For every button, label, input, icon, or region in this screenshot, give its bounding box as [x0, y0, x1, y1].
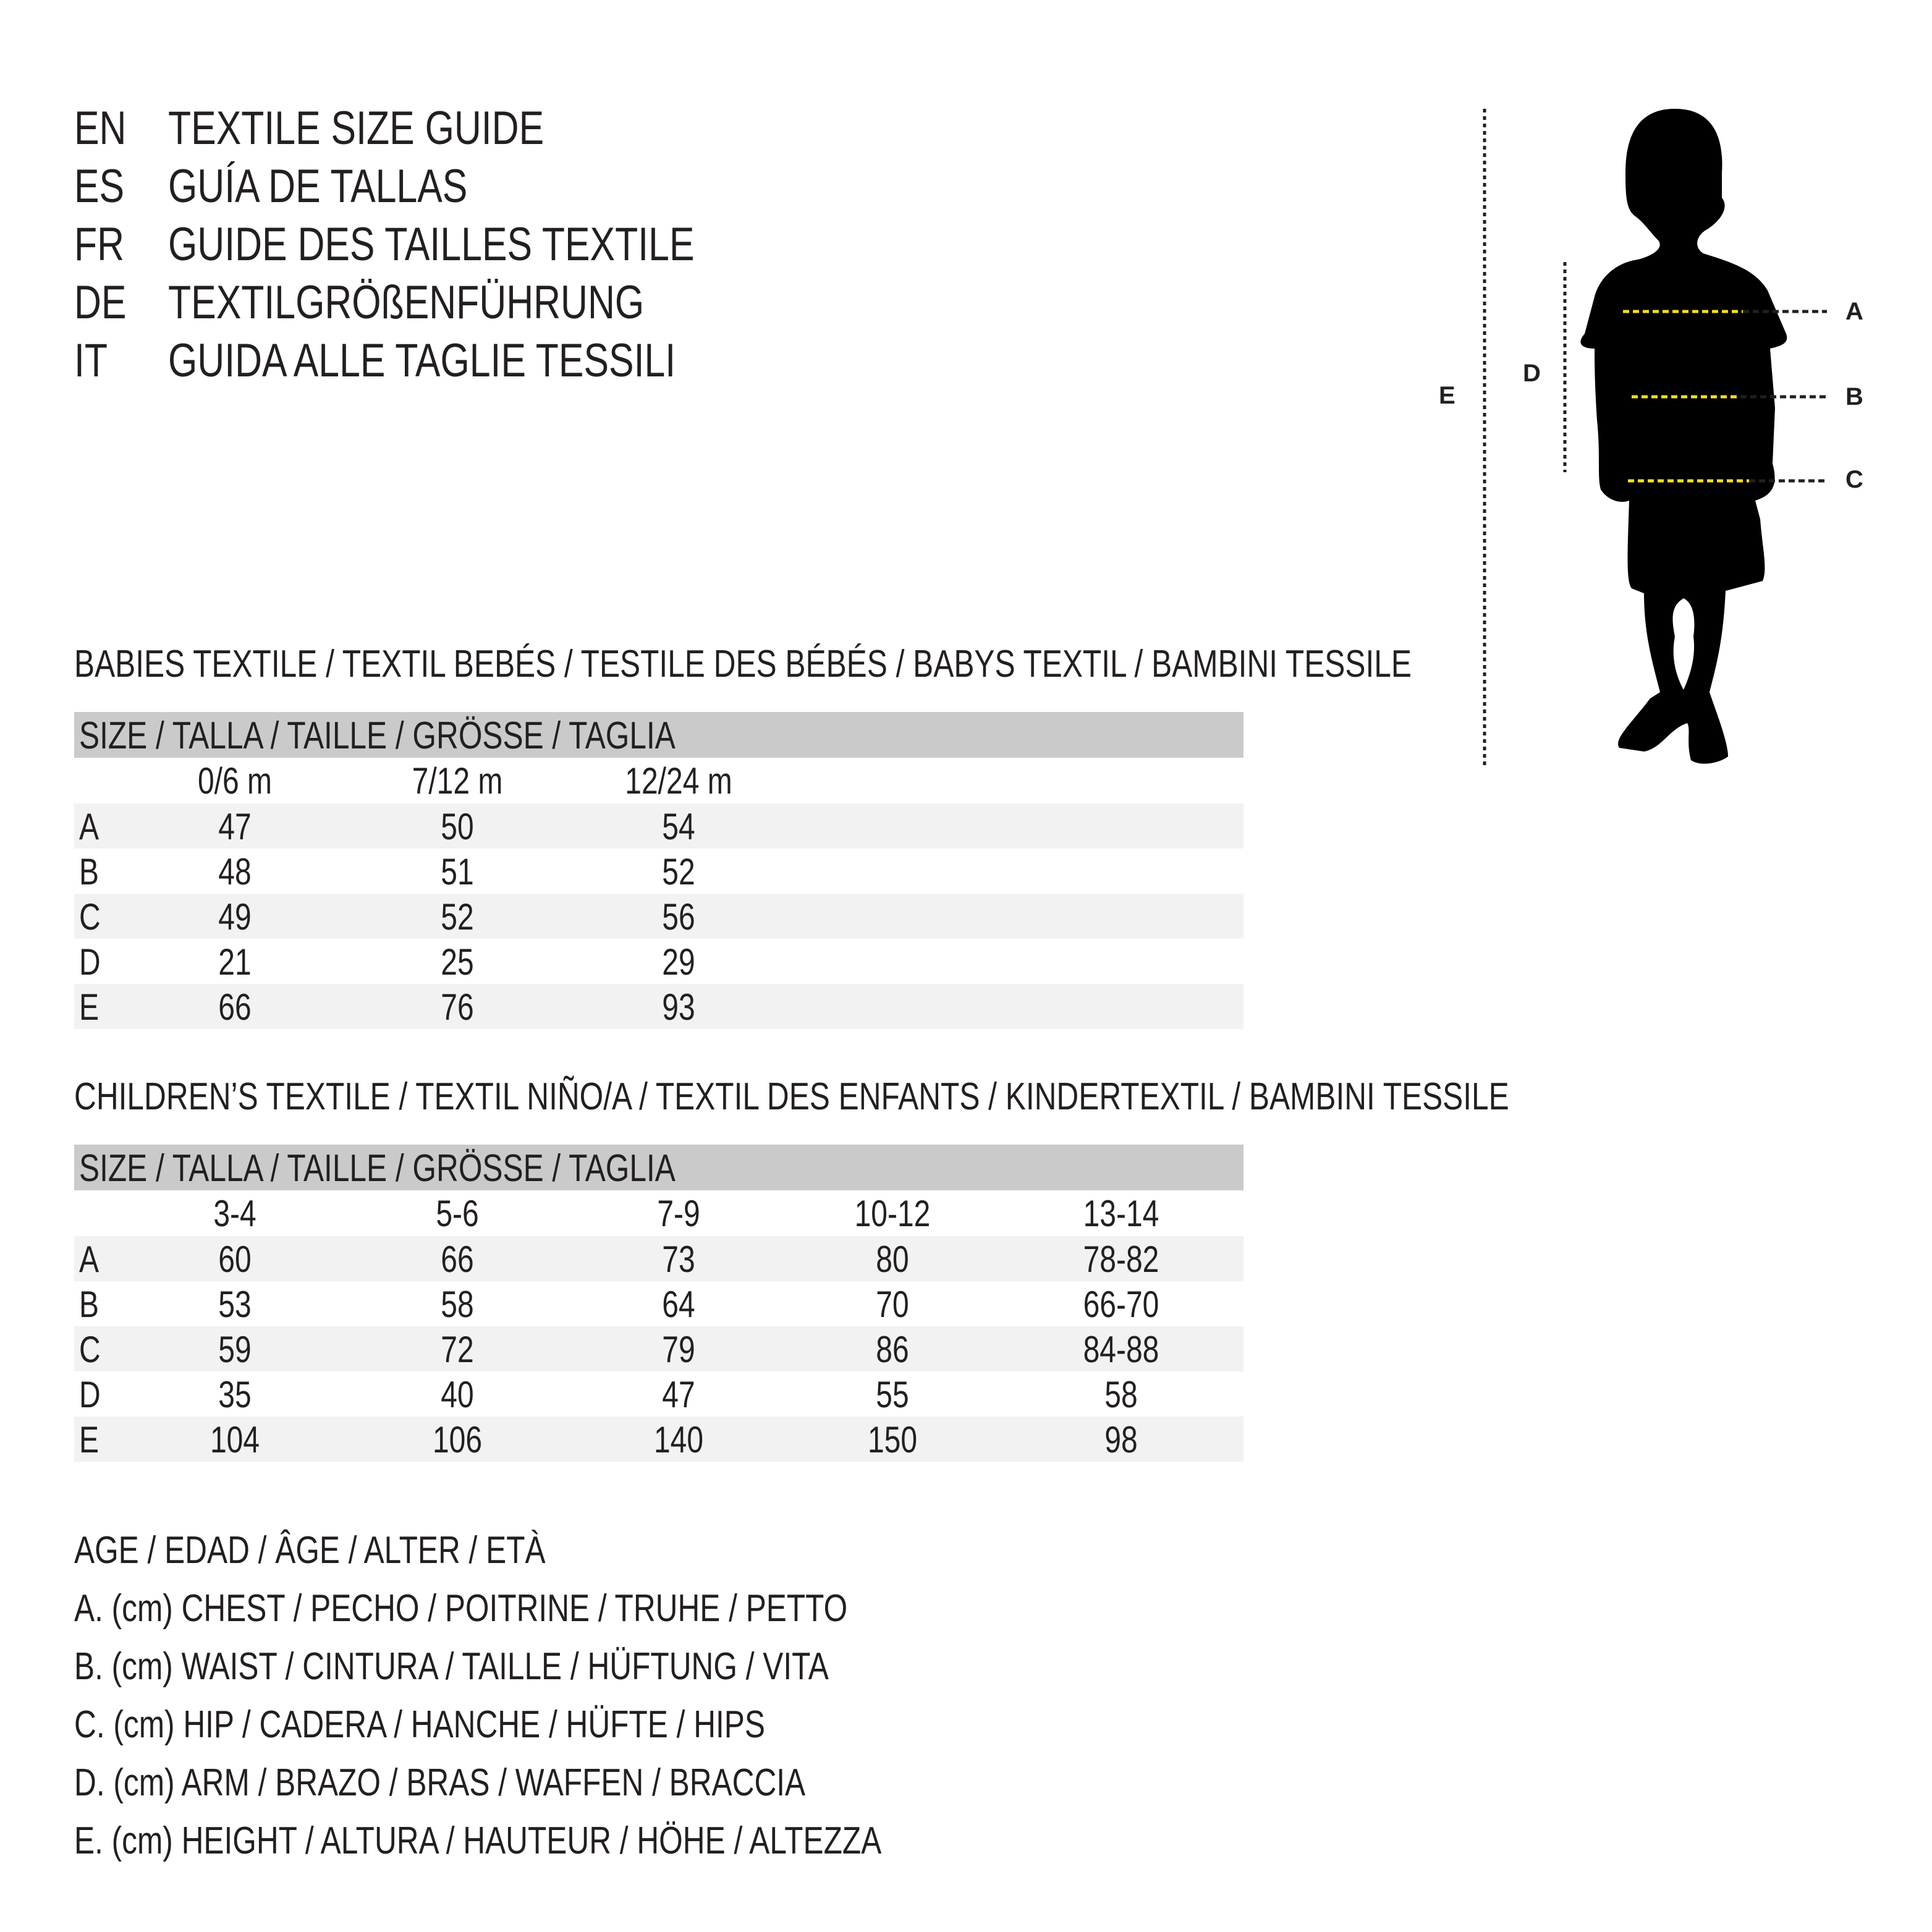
column-header: 5-6 — [436, 1193, 479, 1234]
row-label: A — [79, 806, 100, 847]
table-cell: 29 — [662, 941, 695, 983]
table-cell: 25 — [441, 941, 474, 983]
table-cell: 76 — [441, 986, 474, 1028]
label-c: C — [1845, 466, 1863, 493]
row-label: D — [79, 1374, 101, 1415]
row-stripe — [74, 1326, 1244, 1371]
table-cell: 47 — [662, 1374, 695, 1415]
legend-line: C. (cm) HIP / CADERA / HANCHE / HÜFTE / … — [74, 1703, 765, 1746]
legend-line: AGE / EDAD / ÂGE / ALTER / ETÀ — [74, 1529, 546, 1572]
table-cell: 140 — [653, 1419, 704, 1460]
table-cell: 56 — [662, 896, 695, 938]
table-cell: 66 — [218, 986, 252, 1028]
table-cell: 58 — [441, 1284, 474, 1325]
row-stripe — [74, 803, 1244, 849]
table-cell: 50 — [441, 806, 474, 847]
table-cell: 40 — [441, 1374, 474, 1415]
title-text: GUIDE DES TAILLES TEXTILE — [168, 218, 695, 271]
table-cell: 52 — [441, 896, 474, 938]
table-cell: 80 — [876, 1239, 909, 1280]
column-header: 7/12 m — [412, 760, 503, 802]
table-cell: 93 — [662, 986, 695, 1028]
title-text: GUIDA ALLE TAGLIE TESSILI — [168, 334, 676, 387]
table-cell: 70 — [876, 1284, 909, 1325]
table-cell: 150 — [867, 1419, 918, 1460]
table-cell: 54 — [662, 806, 695, 847]
table-cell: 73 — [662, 1239, 695, 1280]
label-a: A — [1845, 298, 1863, 325]
legend-line: A. (cm) CHEST / PECHO / POITRINE / TRUHE… — [74, 1587, 848, 1630]
column-header: 13-14 — [1083, 1193, 1159, 1234]
table-cell: 98 — [1104, 1419, 1138, 1460]
table-cell: 106 — [432, 1419, 483, 1460]
row-stripe — [74, 894, 1244, 939]
language-code: ES — [74, 160, 125, 213]
table-cell: 49 — [218, 896, 252, 938]
table-cell: 66 — [441, 1239, 474, 1280]
table-cell: 86 — [876, 1329, 909, 1370]
column-header: 7-9 — [657, 1193, 700, 1234]
title-text: TEXTILE SIZE GUIDE — [168, 102, 544, 155]
language-code: EN — [74, 102, 127, 155]
label-b: B — [1845, 383, 1863, 410]
table-cell: 84-88 — [1083, 1329, 1159, 1370]
column-header: 0/6 m — [197, 760, 273, 802]
title-text: TEXTILGRÖßENFÜHRUNG — [168, 276, 645, 329]
language-code: IT — [74, 334, 108, 387]
table-cell: 79 — [662, 1329, 695, 1370]
legend-line: B. (cm) WAIST / CINTURA / TAILLE / HÜFTU… — [74, 1645, 829, 1688]
label-e: E — [1439, 382, 1455, 409]
table-cell: 55 — [876, 1374, 909, 1415]
table-cell: 64 — [662, 1284, 695, 1325]
column-header: 12/24 m — [625, 760, 732, 802]
row-label: C — [79, 1329, 101, 1370]
table-cell: 47 — [218, 806, 252, 847]
size-label: SIZE / TALLA / TAILLE / GRÖSSE / TAGLIA — [79, 714, 676, 757]
row-stripe — [74, 1236, 1244, 1281]
column-header: 10-12 — [854, 1193, 931, 1234]
size-header-band — [74, 712, 1244, 758]
table-cell: 53 — [218, 1284, 252, 1325]
legend-line: E. (cm) HEIGHT / ALTURA / HAUTEUR / HÖHE… — [74, 1820, 882, 1862]
table-cell: 21 — [218, 941, 252, 983]
table-cell: 35 — [218, 1374, 252, 1415]
table-cell: 104 — [210, 1419, 260, 1460]
size-header-band — [74, 1145, 1244, 1190]
row-stripe — [74, 984, 1244, 1029]
table-cell: 52 — [662, 851, 695, 892]
table-cell: 58 — [1104, 1374, 1138, 1415]
row-label: D — [79, 941, 101, 983]
label-d: D — [1523, 360, 1541, 387]
row-label: C — [79, 896, 101, 938]
row-label: B — [79, 851, 100, 892]
size-label: SIZE / TALLA / TAILLE / GRÖSSE / TAGLIA — [79, 1147, 676, 1190]
table-cell: 78-82 — [1083, 1239, 1159, 1280]
row-label: E — [79, 986, 100, 1028]
table-heading: CHILDREN’S TEXTILE / TEXTIL NIÑO/A / TEX… — [74, 1075, 1509, 1118]
legend-line: D. (cm) ARM / BRAZO / BRAS / WAFFEN / BR… — [74, 1761, 806, 1804]
title-text: GUÍA DE TALLAS — [168, 160, 468, 213]
table-cell: 51 — [441, 851, 474, 892]
row-label: B — [79, 1284, 100, 1325]
table-heading: BABIES TEXTILE / TEXTIL BEBÉS / TESTILE … — [74, 643, 1412, 685]
language-code: DE — [74, 276, 127, 329]
table-cell: 59 — [218, 1329, 252, 1370]
table-cell: 72 — [441, 1329, 474, 1370]
column-header: 3-4 — [213, 1193, 256, 1234]
child-silhouette — [1580, 109, 1787, 764]
table-cell: 60 — [218, 1239, 252, 1280]
row-label: E — [79, 1419, 100, 1460]
row-stripe — [74, 1417, 1244, 1462]
row-label: A — [79, 1239, 100, 1280]
language-code: FR — [74, 218, 125, 271]
table-cell: 48 — [218, 851, 252, 892]
table-cell: 66-70 — [1083, 1284, 1159, 1325]
